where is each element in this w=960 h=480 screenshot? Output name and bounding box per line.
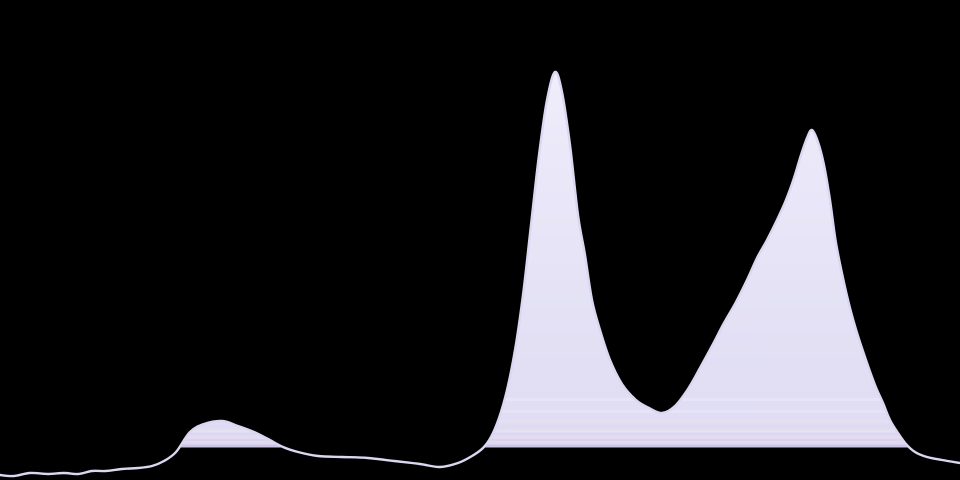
curve-stroke	[0, 70, 960, 478]
area-fill-region	[0, 71, 960, 448]
